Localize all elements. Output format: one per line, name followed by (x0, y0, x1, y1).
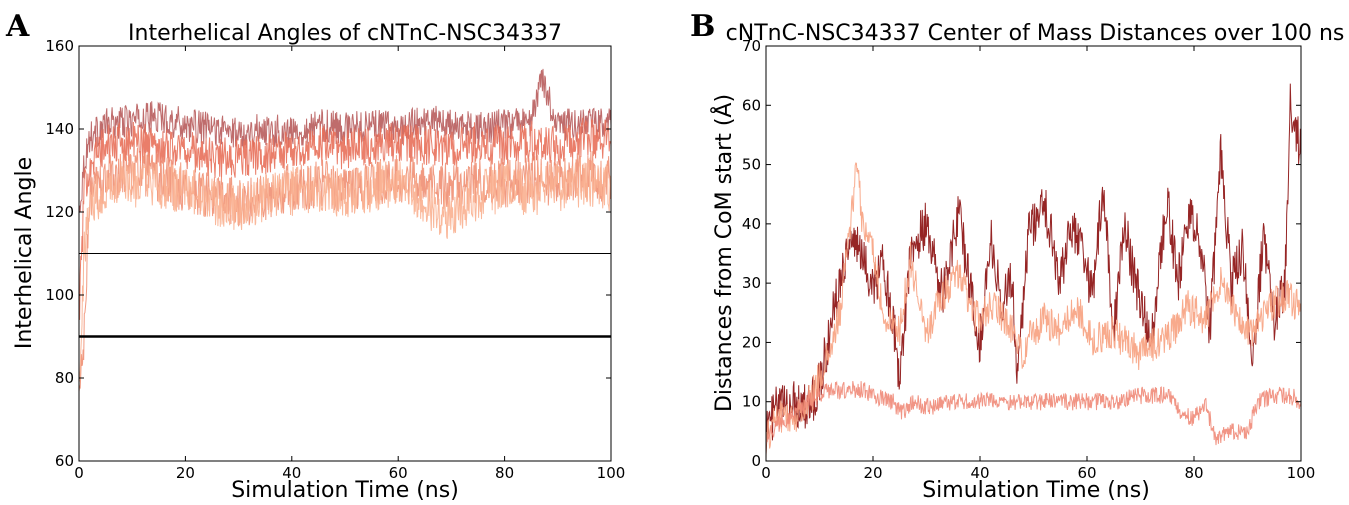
chart-b-xtick-label: 100 (1287, 464, 1316, 482)
chart-b-ytick-label: 0 (751, 452, 761, 470)
chart-b-ytick-label: 20 (742, 333, 761, 351)
panel-label-b: B (690, 9, 715, 44)
chart-a-ylabel: Interhelical Angle (12, 157, 37, 349)
chart-a-title: Interhelical Angles of cNTnC-NSC34337 (128, 21, 562, 46)
chart-b-xlabel: Simulation Time (ns) (922, 478, 1150, 503)
chart-a-ytick-label: 60 (55, 452, 74, 470)
chart-a-xtick-label: 40 (282, 464, 301, 482)
chart-a-ytick-label: 80 (55, 369, 74, 387)
chart-a-series-2-line (79, 117, 611, 320)
chart-b-series-1-line (766, 83, 1301, 455)
chart-a-frame (78, 45, 612, 462)
chart-a-plot-area: 0 20 40 60 80 100 60 80 100 120 140 160 (45, 37, 625, 482)
chart-a-xtick-label: 0 (74, 464, 84, 482)
chart-a-ytick-label: 160 (45, 37, 74, 55)
chart-a-series-4-line (79, 157, 611, 382)
chart-b-frame (765, 45, 1302, 462)
chart-b: B cNTnC-NSC34337 Center of Mass Distance… (690, 9, 1344, 503)
chart-a-xtick-label: 20 (176, 464, 195, 482)
chart-b-ytick-label: 60 (742, 96, 761, 114)
chart-b-ytick-label: 40 (742, 215, 761, 233)
chart-b-ylabel: Distances from CoM start (Å) (710, 94, 737, 412)
chart-b-title: cNTnC-NSC34337 Center of Mass Distances … (726, 21, 1345, 46)
chart-b-series-2-line (766, 162, 1301, 461)
chart-b-series-3-line (766, 380, 1301, 446)
chart-a-xtick-label: 60 (389, 464, 408, 482)
chart-b-ytick-label: 50 (742, 156, 761, 174)
chart-b-xtick-label: 20 (863, 464, 882, 482)
chart-b-ytick-label: 70 (742, 37, 761, 55)
chart-b-plot-area: 0 20 40 60 80 100 0 10 20 30 40 50 60 70 (742, 37, 1315, 482)
chart-a-ytick-label: 140 (45, 120, 74, 138)
chart-b-xtick-label: 0 (761, 464, 771, 482)
chart-b-ytick-label: 30 (742, 274, 761, 292)
chart-b-ytick-label: 10 (742, 393, 761, 411)
chart-a-ytick-label: 120 (45, 203, 74, 221)
chart-a-xtick-label: 100 (597, 464, 626, 482)
chart-b-xtick-label: 60 (1077, 464, 1096, 482)
chart-b-xtick-label: 40 (970, 464, 989, 482)
chart-a-xtick-label: 80 (495, 464, 514, 482)
chart-a-xlabel: Simulation Time (ns) (231, 478, 459, 503)
chart-b-xtick-label: 80 (1184, 464, 1203, 482)
chart-a: A Interhelical Angles of cNTnC-NSC34337 … (5, 9, 625, 503)
chart-a-ytick-label: 100 (45, 286, 74, 304)
panel-label-a: A (5, 9, 30, 44)
